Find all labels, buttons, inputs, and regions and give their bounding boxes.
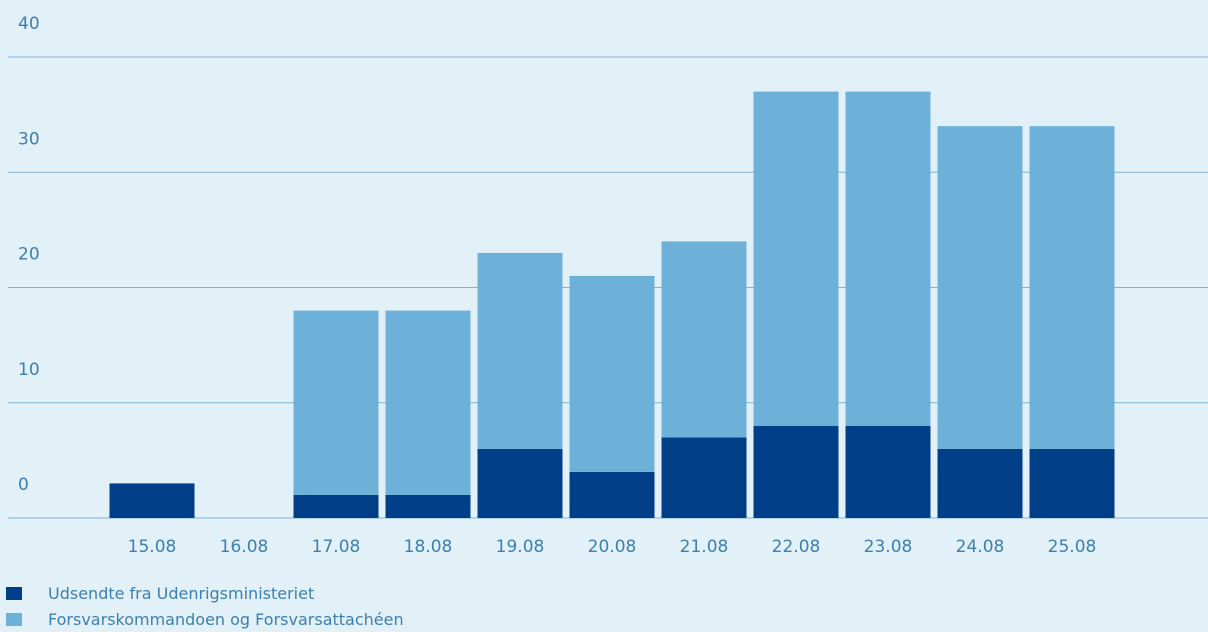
x-tick-label: 24.08 (956, 537, 1005, 557)
legend-swatch-dark (6, 586, 22, 600)
bar-segment-forsvar (385, 310, 471, 495)
x-tick-label: 22.08 (772, 537, 821, 557)
bar-segment-forsvar (753, 91, 839, 426)
legend-item-udsendte: Udsendte fra Udenrigsministeriet (6, 580, 404, 606)
x-tick-label: 17.08 (312, 537, 361, 557)
chart-legend: Udsendte fra Udenrigsministeriet Forsvar… (6, 580, 404, 632)
legend-label-forsvar: Forsvarskommandoen og Forsvarsattachéen (48, 609, 404, 629)
bar-segment-udsendte (1029, 448, 1115, 518)
y-tick-label: 30 (18, 129, 40, 149)
x-tick-label: 25.08 (1048, 537, 1097, 557)
bar-segment-udsendte (569, 471, 655, 518)
bar-segment-udsendte (109, 483, 195, 518)
x-tick-label: 20.08 (588, 537, 637, 557)
bar-segment-forsvar (845, 91, 931, 426)
bar-segment-udsendte (293, 494, 379, 518)
bar-segment-forsvar (569, 275, 655, 472)
bar-segment-forsvar (661, 241, 747, 438)
bar-segment-udsendte (937, 448, 1023, 518)
legend-label-udsendte: Udsendte fra Udenrigsministeriet (48, 583, 315, 603)
x-tick-label: 16.08 (220, 537, 269, 557)
legend-item-forsvar: Forsvarskommandoen og Forsvarsattachéen (6, 606, 404, 632)
bar-segment-udsendte (385, 494, 471, 518)
bar-segment-udsendte (845, 425, 931, 518)
y-tick-label: 10 (18, 360, 40, 380)
y-tick-label: 20 (18, 245, 40, 265)
x-tick-label: 15.08 (128, 537, 177, 557)
x-tick-label: 19.08 (496, 537, 545, 557)
y-tick-label: 40 (18, 14, 40, 34)
legend-swatch-light (6, 612, 22, 626)
x-tick-label: 18.08 (404, 537, 453, 557)
bar-segment-udsendte (753, 425, 839, 518)
bar-segment-forsvar (937, 126, 1023, 449)
bar-segment-udsendte (477, 448, 563, 518)
bar-segment-forsvar (477, 252, 563, 449)
y-tick-label: 0 (18, 475, 29, 495)
bar-segment-forsvar (1029, 126, 1115, 449)
bar-segment-udsendte (661, 437, 747, 518)
x-tick-label: 21.08 (680, 537, 729, 557)
bar-segment-forsvar (293, 310, 379, 495)
x-tick-label: 23.08 (864, 537, 913, 557)
